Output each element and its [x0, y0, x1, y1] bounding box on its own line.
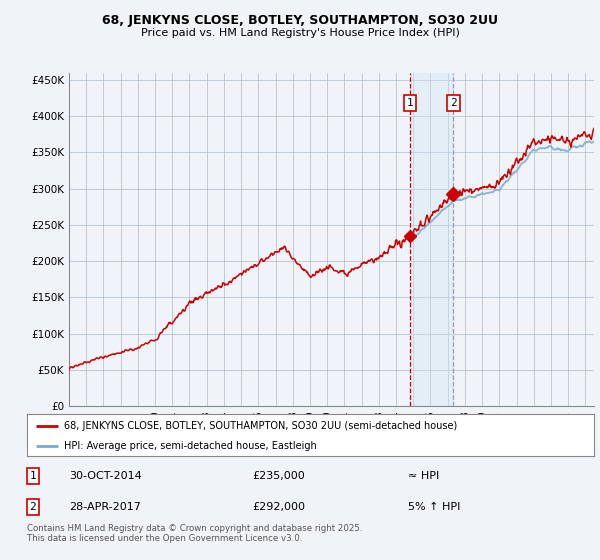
- Text: £292,000: £292,000: [252, 502, 305, 512]
- Text: 1: 1: [407, 98, 414, 108]
- Text: Price paid vs. HM Land Registry's House Price Index (HPI): Price paid vs. HM Land Registry's House …: [140, 28, 460, 38]
- Text: 1: 1: [29, 471, 37, 481]
- Text: HPI: Average price, semi-detached house, Eastleigh: HPI: Average price, semi-detached house,…: [64, 441, 317, 451]
- Text: 2: 2: [29, 502, 37, 512]
- Text: 68, JENKYNS CLOSE, BOTLEY, SOUTHAMPTON, SO30 2UU: 68, JENKYNS CLOSE, BOTLEY, SOUTHAMPTON, …: [102, 14, 498, 27]
- Text: 5% ↑ HPI: 5% ↑ HPI: [408, 502, 460, 512]
- Bar: [410, 73, 454, 406]
- Text: 28-APR-2017: 28-APR-2017: [69, 502, 141, 512]
- Text: £235,000: £235,000: [252, 471, 305, 481]
- Text: Contains HM Land Registry data © Crown copyright and database right 2025.
This d: Contains HM Land Registry data © Crown c…: [27, 524, 362, 543]
- Text: ≈ HPI: ≈ HPI: [408, 471, 439, 481]
- Text: 30-OCT-2014: 30-OCT-2014: [69, 471, 142, 481]
- Text: 2: 2: [450, 98, 457, 108]
- Text: 68, JENKYNS CLOSE, BOTLEY, SOUTHAMPTON, SO30 2UU (semi-detached house): 68, JENKYNS CLOSE, BOTLEY, SOUTHAMPTON, …: [64, 421, 457, 431]
